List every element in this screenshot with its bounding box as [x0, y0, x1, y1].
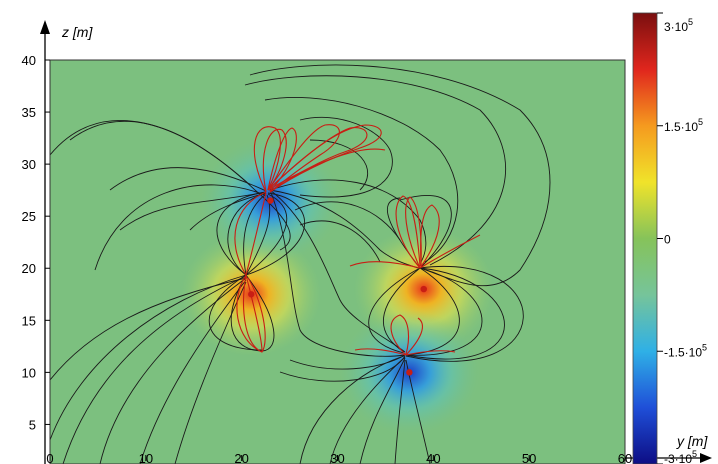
source-2 — [267, 197, 274, 204]
z-tick-label: 20 — [22, 261, 36, 276]
y-tick-label: 50 — [522, 451, 536, 464]
y-tick-label: 0 — [46, 451, 53, 464]
source-3 — [420, 285, 427, 293]
y-axis-arrow — [700, 453, 712, 463]
colorbar: 3·105 1.5·105 0 -1.5·105 -3·105 — [632, 12, 707, 464]
z-axis-arrow — [40, 20, 50, 34]
z-tick-label: 35 — [22, 105, 36, 120]
plot-background — [50, 60, 625, 464]
y-tick-label: 40 — [426, 451, 440, 464]
plot-area — [50, 60, 625, 464]
colorbar-label: 3·105 — [664, 17, 693, 34]
colorbar-label: 0 — [664, 233, 671, 247]
z-tick-label: 40 — [22, 53, 36, 68]
z-axis-label: z [m] — [61, 24, 93, 40]
z-tick-label: 10 — [22, 365, 36, 380]
z-tick-label: 25 — [22, 209, 36, 224]
z-tick-label: 30 — [22, 157, 36, 172]
y-tick-label: 30 — [330, 451, 344, 464]
colorbar-labels: 3·105 1.5·105 0 -1.5·105 -3·105 — [657, 12, 707, 464]
source-1 — [248, 291, 255, 298]
y-axis-label: y [m] — [676, 433, 708, 449]
z-tick-label: 5 — [29, 417, 36, 432]
colorbar-label: -3·105 — [664, 449, 697, 464]
colorbar-gradient — [632, 12, 658, 464]
y-tick-label: 20 — [234, 451, 248, 464]
colorbar-label: 1.5·105 — [664, 117, 703, 134]
field-lines — [50, 64, 551, 464]
z-axis-ticks: 5 10 15 20 25 30 35 40 — [22, 53, 50, 432]
sources — [248, 197, 427, 376]
y-tick-label: 10 — [139, 451, 153, 464]
source-4 — [406, 369, 413, 376]
z-tick-label: 15 — [22, 313, 36, 328]
y-axis-ticks: 0 10 20 30 40 50 60 — [46, 451, 632, 464]
colorbar-label: -1.5·105 — [664, 342, 707, 359]
source-field-lines — [234, 124, 481, 356]
plot-frame — [49, 59, 626, 464]
